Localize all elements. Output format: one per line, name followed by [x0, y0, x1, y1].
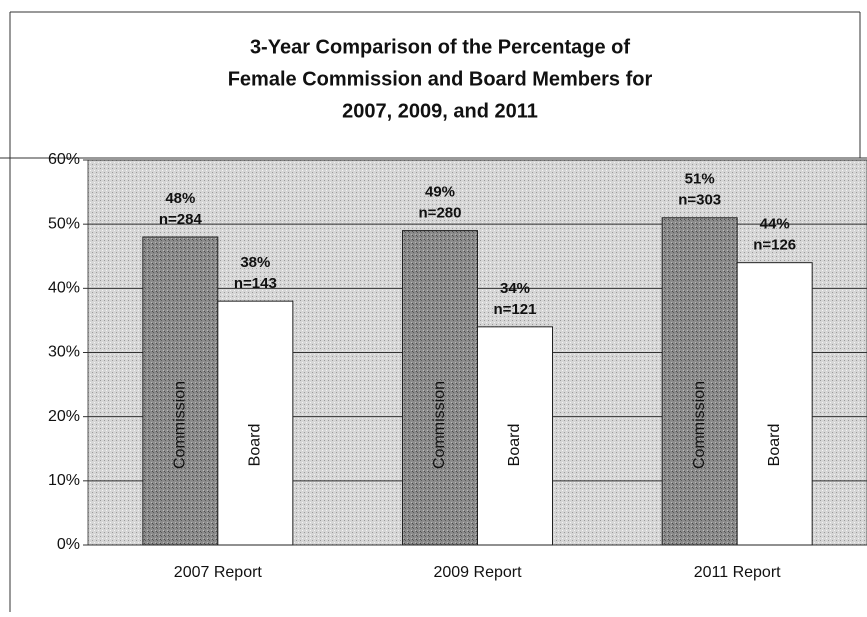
data-label: n=284 [159, 211, 203, 228]
y-tick-label: 50% [48, 215, 80, 232]
y-tick-label: 0% [57, 536, 80, 553]
chart-title: 3-Year Comparison of the Percentage of [250, 36, 630, 58]
y-tick-label: 60% [48, 151, 80, 168]
bar [217, 300, 294, 546]
bar [477, 326, 553, 546]
data-label: n=121 [494, 301, 537, 318]
y-tick-label: 40% [48, 280, 80, 297]
bar [736, 262, 813, 546]
data-label: 49% [425, 184, 455, 201]
chart-title: 2007, 2009, and 2011 [342, 100, 538, 122]
bar [661, 217, 738, 546]
bar [142, 236, 219, 546]
series-label: Commission [691, 381, 708, 469]
series-label: Commission [431, 381, 448, 469]
data-label: 38% [240, 254, 270, 271]
bar [402, 230, 478, 546]
chart-title: Female Commission and Board Members for [228, 68, 653, 90]
data-label: n=280 [419, 205, 462, 222]
data-label: 34% [500, 280, 530, 297]
x-tick-label: 2011 Report [694, 564, 781, 581]
series-label: Board [766, 424, 783, 467]
data-label: n=126 [753, 237, 796, 254]
series-label: Board [247, 424, 264, 467]
data-label: n=143 [234, 275, 277, 292]
data-label: n=303 [678, 192, 721, 209]
x-tick-label: 2007 Report [174, 564, 263, 581]
series-label: Commission [172, 381, 189, 469]
x-tick-label: 2009 Report [433, 564, 522, 581]
y-tick-label: 10% [48, 472, 80, 489]
y-tick-label: 30% [48, 344, 80, 361]
data-label: 48% [165, 190, 195, 207]
data-label: 44% [760, 216, 790, 233]
y-tick-label: 20% [48, 408, 80, 425]
series-label: Board [506, 424, 523, 467]
data-label: 51% [685, 171, 715, 188]
